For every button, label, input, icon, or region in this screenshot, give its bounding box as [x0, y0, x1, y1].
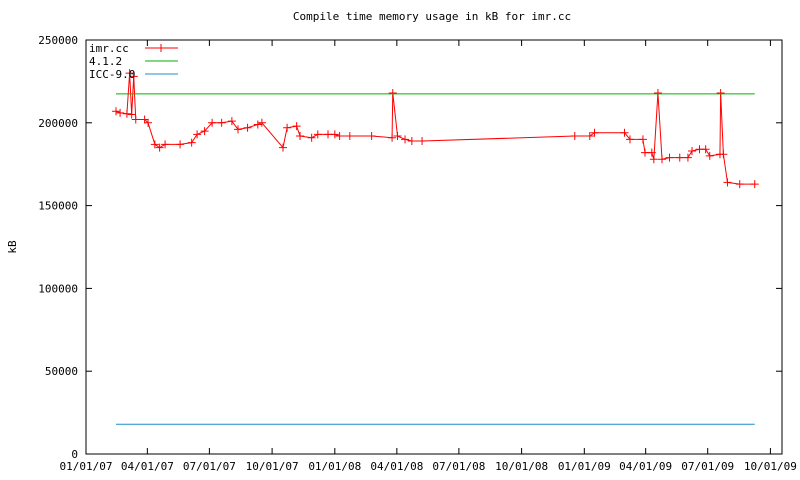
data-point: [111, 107, 120, 116]
data-point: [683, 153, 692, 162]
data-point: [200, 127, 209, 136]
data-point: [388, 133, 397, 142]
x-tick-label: 01/01/08: [308, 460, 361, 473]
data-point: [187, 138, 196, 147]
x-tick-label: 01/01/07: [60, 460, 113, 473]
data-point: [750, 180, 759, 189]
data-point: [640, 148, 649, 157]
data-point: [150, 140, 159, 149]
x-tick-label: 10/01/07: [246, 460, 299, 473]
data-point: [122, 109, 131, 118]
data-point: [279, 143, 288, 152]
data-point: [193, 130, 202, 139]
data-point: [127, 110, 136, 119]
data-point: [716, 88, 725, 97]
data-point: [719, 150, 728, 159]
data-point: [620, 128, 629, 137]
data-point: [585, 132, 594, 141]
y-tick-label: 200000: [38, 117, 78, 130]
data-point: [125, 69, 134, 78]
legend-swatch: [157, 44, 165, 52]
data-point: [665, 153, 674, 162]
data-point: [292, 122, 301, 131]
data-point: [283, 123, 292, 132]
x-tick-label: 07/01/07: [183, 460, 236, 473]
y-tick-label: 250000: [38, 34, 78, 47]
data-point: [129, 72, 138, 81]
y-tick-label: 100000: [38, 282, 78, 295]
x-tick-label: 07/01/08: [432, 460, 485, 473]
data-point: [330, 130, 339, 139]
chart-title: Compile time memory usage in kB for imr.…: [293, 10, 571, 23]
legend-label: 4.1.2: [89, 55, 122, 68]
data-point: [155, 143, 164, 152]
data-point: [638, 135, 647, 144]
x-tick-label: 04/01/09: [619, 460, 672, 473]
data-point: [705, 151, 714, 160]
x-tick-label: 04/01/08: [370, 460, 423, 473]
data-point: [418, 137, 427, 146]
data-point: [649, 155, 658, 164]
data-point: [658, 155, 667, 164]
data-point: [735, 180, 744, 189]
x-tick-label: 07/01/09: [681, 460, 734, 473]
data-point: [144, 118, 153, 127]
data-point: [116, 108, 125, 117]
data-point: [307, 133, 316, 142]
data-point: [701, 145, 710, 154]
data-point: [257, 118, 266, 127]
data-point: [647, 148, 656, 157]
data-point: [393, 132, 402, 141]
series-line: [115, 73, 755, 185]
data-point: [675, 153, 684, 162]
data-point: [140, 115, 149, 124]
y-tick-label: 0: [71, 448, 78, 461]
data-point: [296, 132, 305, 141]
legend-label: imr.cc: [89, 42, 129, 55]
data-point: [388, 88, 397, 97]
y-tick-label: 50000: [45, 365, 78, 378]
data-point: [243, 123, 252, 132]
data-point: [570, 132, 579, 141]
data-point: [335, 132, 344, 141]
data-point: [208, 118, 217, 127]
y-tick-label: 150000: [38, 200, 78, 213]
x-tick-label: 04/01/07: [121, 460, 174, 473]
data-point: [407, 137, 416, 146]
x-tick-label: 10/01/09: [744, 460, 797, 473]
data-point: [590, 128, 599, 137]
data-point: [653, 88, 662, 97]
data-point: [313, 130, 322, 139]
y-axis-label: kB: [6, 240, 19, 254]
data-point: [367, 132, 376, 141]
data-point: [161, 140, 170, 149]
data-point: [131, 115, 140, 124]
x-tick-label: 01/01/09: [558, 460, 611, 473]
data-point: [401, 135, 410, 144]
data-point: [625, 135, 634, 144]
x-tick-label: 10/01/08: [495, 460, 548, 473]
data-point: [688, 146, 697, 155]
data-point: [723, 178, 732, 187]
plot-frame: [85, 39, 783, 455]
legend-label: ICC-9.0: [89, 68, 135, 81]
data-point: [217, 118, 226, 127]
data-point: [253, 120, 262, 129]
data-point: [345, 132, 354, 141]
data-point: [176, 140, 185, 149]
data-point: [227, 117, 236, 126]
data-point: [234, 125, 243, 134]
data-point: [323, 130, 332, 139]
